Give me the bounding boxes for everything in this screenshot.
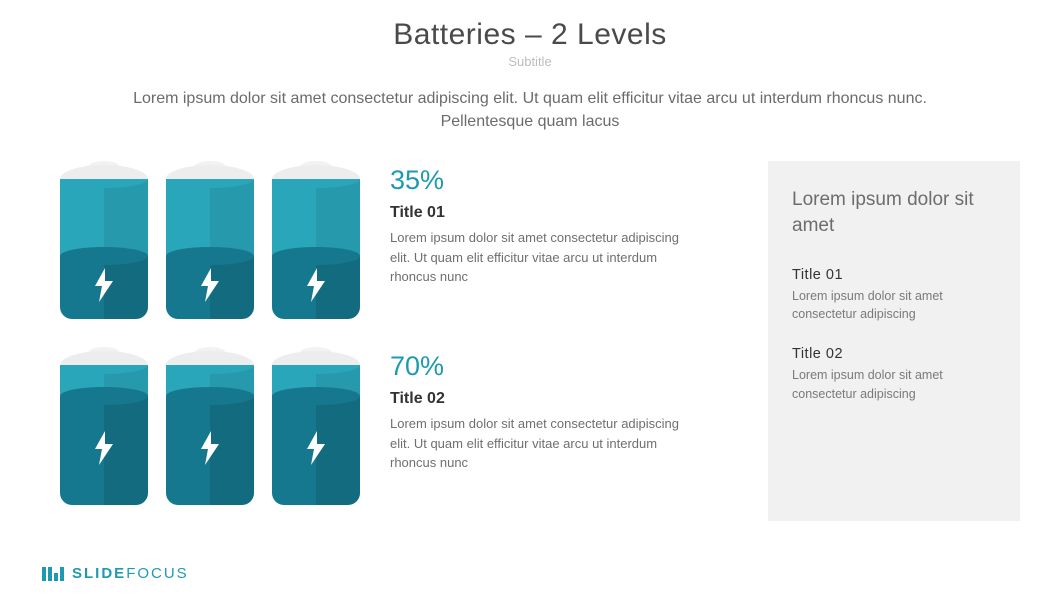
sidebar-item-title: Title 01 [792, 267, 996, 283]
level-description: Lorem ipsum dolor sit amet consectetur a… [390, 414, 700, 473]
level-description: Lorem ipsum dolor sit amet consectetur a… [390, 228, 700, 287]
lightning-icon [93, 431, 115, 465]
sidebar-heading: Lorem ipsum dolor sit amet [792, 187, 996, 238]
battery-group [60, 161, 360, 319]
sidebar-panel: Lorem ipsum dolor sit amet Title 01 Lore… [768, 161, 1020, 521]
sidebar-item-title: Title 02 [792, 346, 996, 362]
page-description: Lorem ipsum dolor sit amet consectetur a… [120, 87, 940, 133]
page-title: Batteries – 2 Levels [60, 18, 1000, 52]
battery-icon [166, 161, 254, 319]
battery-icon [272, 347, 360, 505]
battery-group [60, 347, 360, 505]
lightning-icon [199, 268, 221, 302]
percent-value: 70% [390, 351, 740, 382]
sidebar-item-desc: Lorem ipsum dolor sit amet consectetur a… [792, 366, 996, 404]
sidebar-item: Title 02 Lorem ipsum dolor sit amet cons… [792, 346, 996, 404]
level-row: 70% Title 02 Lorem ipsum dolor sit amet … [60, 347, 740, 505]
battery-icon [166, 347, 254, 505]
page-subtitle: Subtitle [60, 54, 1000, 69]
lightning-icon [305, 268, 327, 302]
level-title: Title 02 [390, 390, 740, 408]
sidebar-item-desc: Lorem ipsum dolor sit amet consectetur a… [792, 287, 996, 325]
brand-text-light: FOCUS [126, 565, 189, 582]
battery-icon [60, 161, 148, 319]
lightning-icon [93, 268, 115, 302]
brand-logo: SLIDEFOCUS [42, 565, 189, 582]
level-title: Title 01 [390, 204, 740, 222]
level-row: 35% Title 01 Lorem ipsum dolor sit amet … [60, 161, 740, 319]
lightning-icon [305, 431, 327, 465]
battery-icon [272, 161, 360, 319]
sidebar-item: Title 01 Lorem ipsum dolor sit amet cons… [792, 267, 996, 325]
battery-icon [60, 347, 148, 505]
percent-value: 35% [390, 165, 740, 196]
brand-bars-icon [42, 567, 64, 581]
lightning-icon [199, 431, 221, 465]
brand-text-bold: SLIDE [72, 565, 126, 582]
